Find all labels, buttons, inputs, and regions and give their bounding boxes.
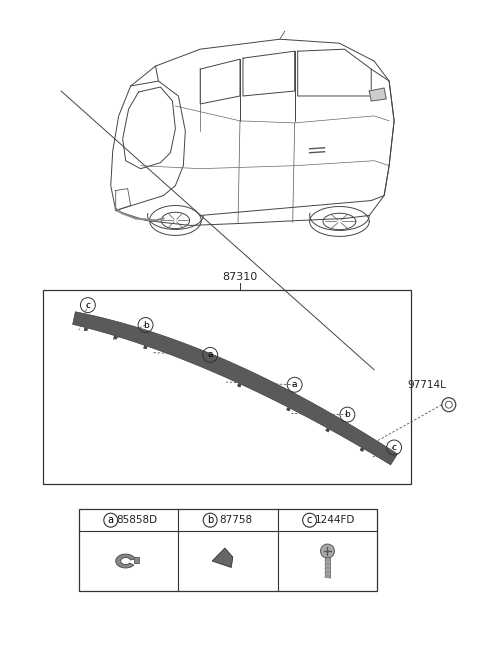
- Polygon shape: [212, 548, 233, 568]
- Text: a: a: [292, 380, 298, 389]
- Text: 97714L: 97714L: [407, 380, 446, 390]
- Text: 87758: 87758: [219, 515, 252, 525]
- Polygon shape: [287, 407, 290, 411]
- Bar: [325, 557, 330, 577]
- Text: b: b: [207, 515, 213, 525]
- Bar: [43, 290, 411, 484]
- Circle shape: [321, 544, 335, 558]
- Polygon shape: [116, 554, 135, 568]
- Text: b: b: [345, 410, 350, 419]
- Text: 87310: 87310: [222, 272, 258, 283]
- Polygon shape: [84, 328, 87, 331]
- Polygon shape: [369, 88, 386, 101]
- Polygon shape: [238, 384, 241, 387]
- Text: 1244FD: 1244FD: [315, 515, 356, 525]
- Bar: [133, 557, 139, 563]
- Text: a: a: [108, 515, 114, 525]
- Polygon shape: [113, 336, 117, 339]
- Polygon shape: [72, 311, 397, 465]
- Polygon shape: [360, 448, 364, 451]
- Text: 85858D: 85858D: [116, 515, 157, 525]
- Bar: [79, 509, 377, 591]
- Polygon shape: [326, 428, 329, 432]
- Text: c: c: [307, 515, 312, 525]
- Polygon shape: [144, 346, 147, 349]
- Text: a: a: [207, 350, 213, 359]
- Text: b: b: [143, 321, 148, 330]
- Text: c: c: [392, 443, 396, 452]
- Text: c: c: [85, 301, 90, 309]
